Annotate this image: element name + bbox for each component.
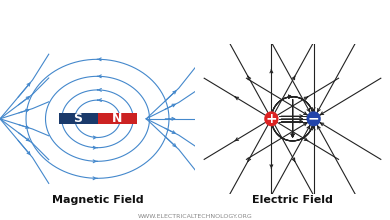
Text: WWW.ELECTRICALTECHNOLOGY.ORG: WWW.ELECTRICALTECHNOLOGY.ORG	[138, 214, 252, 219]
Circle shape	[307, 111, 321, 126]
Circle shape	[264, 111, 278, 126]
Text: Magnetic Field vs.  Electric Field: Magnetic Field vs. Electric Field	[31, 13, 359, 31]
Text: N: N	[112, 112, 122, 125]
Text: −: −	[308, 112, 319, 126]
Bar	[58, 113, 98, 124]
Text: +: +	[266, 112, 277, 126]
Text: Electric Field: Electric Field	[252, 195, 333, 205]
Bar	[98, 113, 136, 124]
Text: Magnetic Field: Magnetic Field	[52, 195, 143, 205]
Text: S: S	[73, 112, 83, 125]
